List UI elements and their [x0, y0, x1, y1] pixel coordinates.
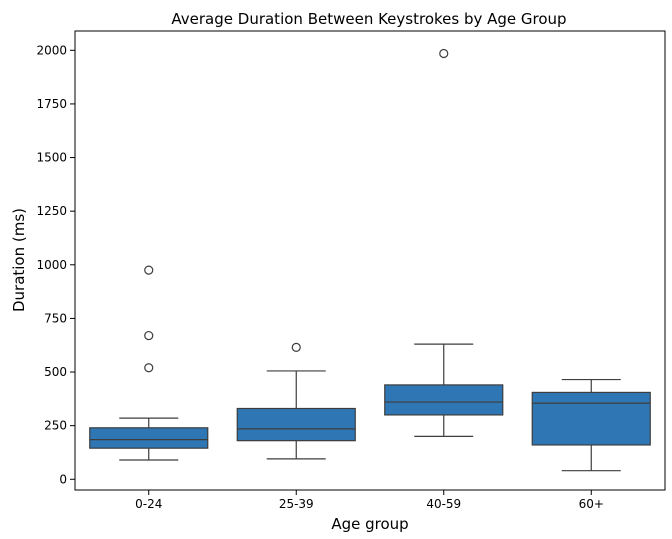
x-tick-label: 0-24 [135, 497, 162, 511]
x-axis-label: Age group [331, 515, 408, 533]
y-tick-label: 2000 [36, 43, 67, 57]
x-tick-label: 40-59 [426, 497, 461, 511]
outlier-point [291, 342, 301, 352]
y-axis-ticks: 0 250 500 750 1000 1250 1500 1750 2000 [36, 43, 75, 486]
x-axis-ticks: 0-24 25-39 40-59 60+ [135, 490, 604, 511]
box-0-24 [89, 265, 209, 461]
iqr-box [236, 407, 356, 442]
iqr-box [384, 384, 504, 416]
chart-title: Average Duration Between Keystrokes by A… [171, 10, 566, 28]
plot-frame [74, 30, 666, 491]
x-tick-label: 25-39 [279, 497, 314, 511]
iqr-box [89, 427, 209, 449]
y-tick-label: 1500 [36, 151, 67, 165]
outlier-point [439, 48, 449, 59]
y-tick-label: 250 [44, 419, 67, 433]
box-25-39 [236, 342, 356, 460]
y-tick-label: 0 [59, 472, 67, 486]
outlier-point [144, 363, 154, 373]
outlier-point [144, 330, 154, 341]
y-tick-label: 750 [44, 311, 67, 325]
y-tick-label: 500 [44, 365, 67, 379]
x-tick-label: 60+ [579, 497, 604, 511]
y-axis-label: Duration (ms) [10, 208, 28, 312]
outlier-point [144, 265, 154, 275]
iqr-box [531, 391, 651, 446]
box-60+ [531, 378, 651, 472]
y-tick-label: 1250 [36, 204, 67, 218]
box-40-59 [384, 48, 504, 437]
y-tick-label: 1750 [36, 97, 67, 111]
y-tick-label: 1000 [36, 258, 67, 272]
box-series [89, 48, 651, 472]
